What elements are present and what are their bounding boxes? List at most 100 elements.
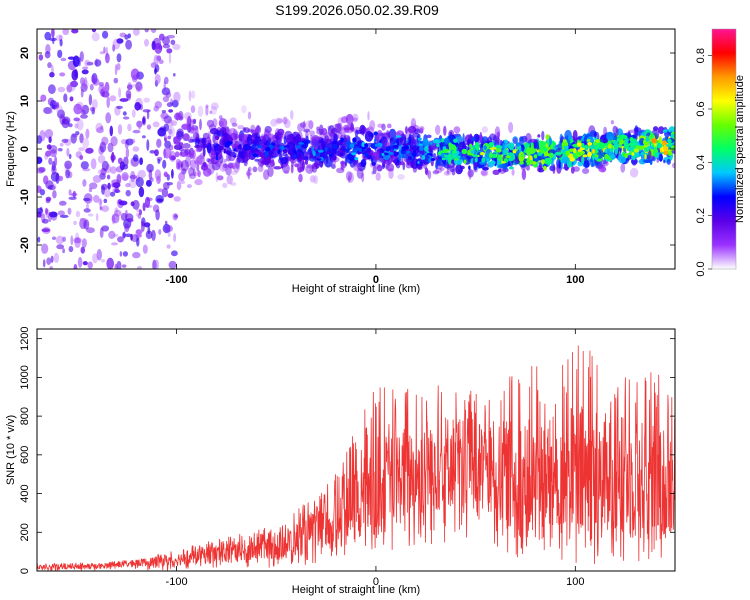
spectrogram-cell [53,252,60,263]
spectrogram-cell [376,129,383,140]
spectrogram-cell [97,154,106,164]
spectrogram-cell [238,133,247,143]
spectrogram-peak [214,135,220,140]
spectrogram-cell [56,102,60,109]
spectrogram-cell [37,211,42,218]
spectrogram-cell [390,146,394,151]
spectrogram-cell [176,162,181,170]
spectrogram-cell [455,164,463,175]
spectrogram-cell [178,171,186,182]
spectrogram-peak [285,144,290,148]
spectrogram-cell [152,121,160,128]
snr-x-tick-label: -100 [166,576,188,588]
spectrogram-cell [75,131,80,136]
spectrogram-cell [67,56,75,60]
spectrogram-cell [50,255,54,263]
spectrogram-peak [379,152,382,159]
spectrogram-cell [128,179,137,189]
spectrogram-peak [371,133,374,138]
spectrogram-cell [417,134,421,138]
spectrogram-cell [96,127,104,134]
spectrogram-cell [482,167,489,171]
spectrogram-x-tick-label: 0 [373,274,379,286]
spectrogram-cell [70,80,78,88]
spectrogram-cell [91,99,98,109]
spectrogram-peak [631,152,635,156]
spectrogram-cell [176,180,182,191]
spectrogram-cell [47,148,51,155]
spectrogram-cell [300,140,309,149]
spectrogram-cell [66,84,73,93]
spectrogram-cell [45,180,54,190]
spectrogram-cell [50,100,56,110]
spectrogram-cell [387,123,392,129]
spectrogram-cell [371,171,375,175]
spectrogram-peak [481,158,484,163]
spectrogram-cell [64,160,72,170]
spectrogram-peak [582,154,588,158]
spectrogram-cell [267,165,274,178]
spectrogram-cell [173,136,177,144]
spectrogram-cell [139,157,144,165]
spectrogram-cell [630,158,638,165]
spectrogram-cell [419,126,425,131]
spectrogram-cell [58,175,64,182]
spectrogram-cell [110,136,118,147]
spectrogram-peak [374,143,380,147]
spectrogram-cell [57,86,66,93]
spectrogram-peak [656,142,663,149]
spectrogram-peak [577,152,581,156]
spectrogram-peak [635,145,641,149]
spectrogram-peak [351,152,357,156]
spectrogram-cell [132,154,139,162]
spectrogram-cell [623,142,629,150]
spectrogram-cell [550,156,554,167]
spectrogram-cell [39,130,46,142]
spectrogram-cell [399,161,405,166]
spectrogram-cell [199,118,202,131]
spectrogram-peak [418,143,423,147]
spectrogram-peak [463,159,467,164]
spectrogram-cell [159,33,165,41]
spectrogram-cell [154,67,157,75]
spectrogram-cell [85,128,90,139]
spectrogram-peak [593,141,597,146]
spectrogram-cell [68,189,72,196]
spectrogram-cell [142,117,146,124]
spectrogram-cell [340,163,344,171]
spectrogram-cell [132,129,141,134]
spectrogram-cell [106,96,110,109]
spectrogram-peak [576,142,583,147]
spectrogram-peak [509,147,514,151]
spectrogram-cell [65,169,70,179]
spectrogram-cell [85,147,94,154]
spectrogram-y-ticks: -20 -10 0 10 20 [19,47,675,253]
spectrogram-cell [412,132,419,138]
spectrogram-cell [281,162,284,169]
spectrogram-cell [122,264,127,268]
spectrogram-cell [112,44,116,52]
spectrogram-peak [565,150,570,156]
spectrogram-cell [156,175,161,185]
spectrogram-cell [387,168,394,172]
spectrogram-cell [166,102,173,108]
spectrogram-cell [81,104,90,115]
spectrogram-cell [173,136,181,144]
spectrogram-cell [538,164,543,169]
spectrogram-cell [391,154,398,163]
spectrogram-peak [519,161,524,165]
spectrogram-cell [157,188,163,193]
spectrogram-cell [87,261,93,269]
spectrogram-cell [290,110,294,120]
spectrogram-cell [453,126,461,134]
spectrogram-cell [37,185,42,193]
spectrogram-cell [70,235,74,246]
spectrogram-cell [44,153,49,160]
spectrogram-peak [293,154,297,158]
spectrogram-peak [667,138,672,143]
spectrogram-cell [194,145,201,149]
spectrogram-cell [55,235,65,245]
spectrogram-peak [512,150,516,154]
spectrogram-cell [297,162,303,173]
spectrogram-cell [598,166,607,173]
